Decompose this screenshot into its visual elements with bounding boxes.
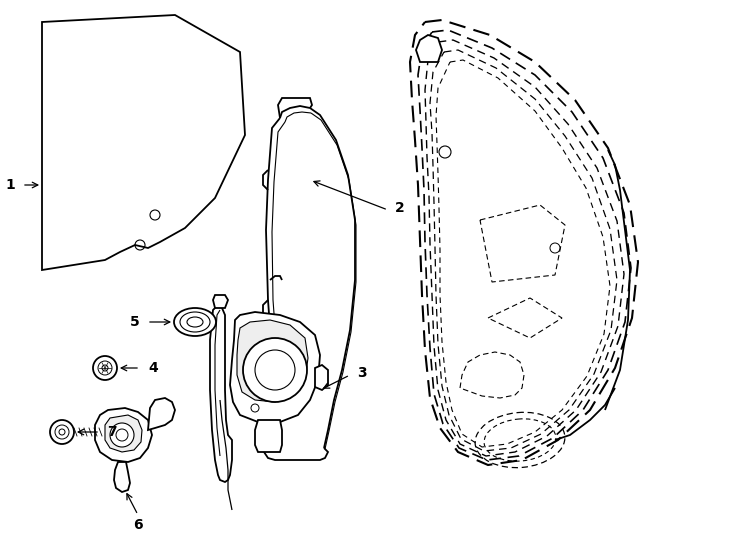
Text: 7: 7 <box>107 425 117 439</box>
PathPatch shape <box>315 365 328 390</box>
PathPatch shape <box>255 420 282 452</box>
PathPatch shape <box>416 35 442 62</box>
PathPatch shape <box>42 15 245 270</box>
PathPatch shape <box>410 20 638 465</box>
Circle shape <box>255 350 295 390</box>
Circle shape <box>50 420 74 444</box>
Text: 6: 6 <box>133 518 143 532</box>
Circle shape <box>110 423 134 447</box>
Circle shape <box>98 361 112 375</box>
Ellipse shape <box>174 308 216 336</box>
Circle shape <box>116 429 128 441</box>
Circle shape <box>55 425 69 439</box>
PathPatch shape <box>213 295 228 308</box>
Circle shape <box>59 429 65 435</box>
Text: 1: 1 <box>5 178 15 192</box>
PathPatch shape <box>237 320 308 402</box>
Text: 3: 3 <box>357 366 367 380</box>
PathPatch shape <box>210 305 232 482</box>
Circle shape <box>93 356 117 380</box>
PathPatch shape <box>230 312 320 422</box>
Ellipse shape <box>180 312 210 332</box>
Ellipse shape <box>187 317 203 327</box>
PathPatch shape <box>114 462 130 492</box>
Circle shape <box>243 338 307 402</box>
Text: 4: 4 <box>148 361 158 375</box>
Text: 2: 2 <box>395 201 405 215</box>
PathPatch shape <box>148 398 175 430</box>
PathPatch shape <box>105 415 142 452</box>
PathPatch shape <box>95 408 152 462</box>
Text: 5: 5 <box>130 315 140 329</box>
Circle shape <box>102 365 108 371</box>
